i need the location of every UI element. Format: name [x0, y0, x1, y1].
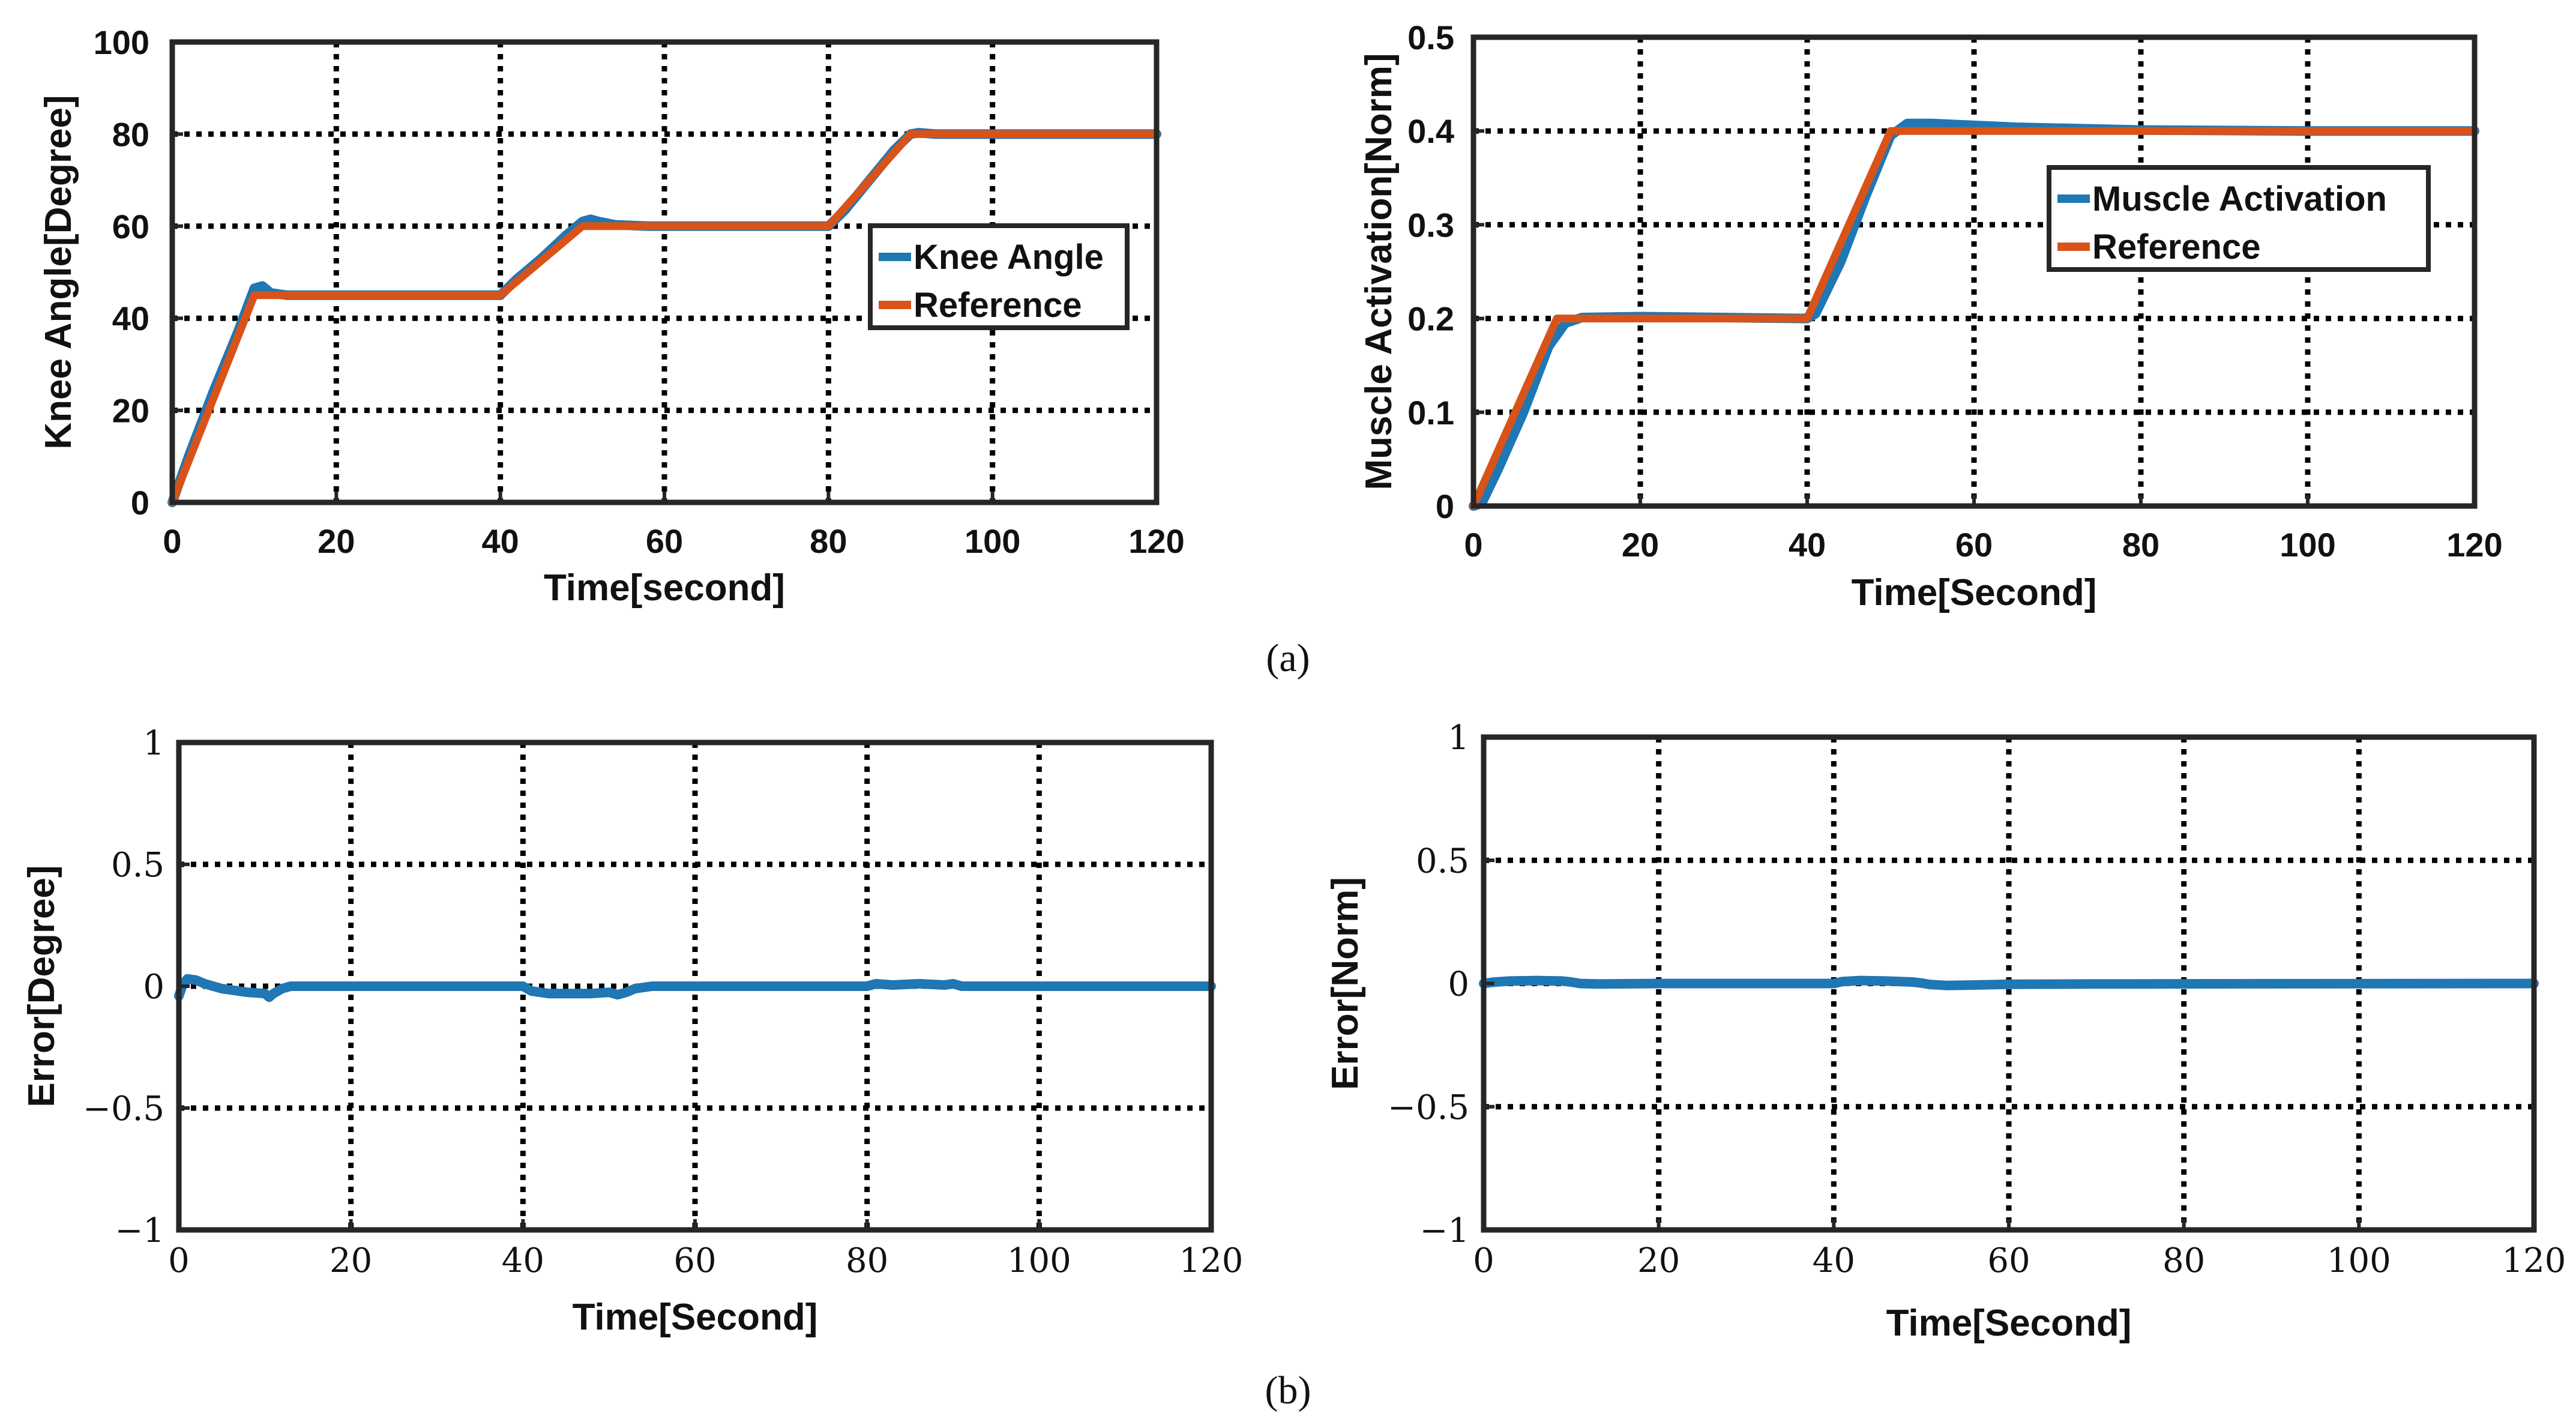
x-tick-label: 100: [964, 522, 1020, 560]
y-tick-label: −0.5: [83, 1089, 164, 1128]
x-tick-label: 40: [482, 522, 519, 560]
grid-lines: [1484, 737, 2534, 1230]
y-tick-label: 80: [112, 115, 149, 153]
x-tick-label: 60: [1955, 526, 1993, 564]
x-tick-label: 120: [1128, 522, 1184, 560]
x-tick-label: 20: [330, 1241, 372, 1280]
legend: Knee Angle Reference: [868, 223, 1130, 330]
x-tick-label: 20: [1637, 1241, 1680, 1280]
chart-muscle-activation: 0 20 40 60 80 100 120 0 0.1 0.2 0.3 0.4 0.5 Time[Seco…: [1358, 19, 2503, 613]
x-axis-label: Time[second]: [544, 567, 785, 609]
x-tick-label: 120: [1179, 1241, 1244, 1280]
y-tick-label: −1: [115, 1211, 164, 1250]
x-tick-label: 0: [1464, 526, 1482, 564]
x-tick-label: 100: [2327, 1241, 2391, 1280]
x-axis-label: Time[Second]: [1852, 572, 2097, 613]
series-line-reference: [168, 130, 1161, 507]
y-tick-label: 0.1: [1407, 394, 1454, 432]
y-axis-label: Error[Degree]: [21, 865, 62, 1107]
x-tick-label: 20: [317, 522, 355, 560]
x-tick-label: 60: [1987, 1241, 2030, 1280]
chart-error-degree: 0 20 40 60 80 100 120 −1 −0.5 0 0.5 1 Time[Second] Er…: [21, 724, 1243, 1338]
x-tick-label: 40: [1789, 526, 1826, 564]
y-tick-label: 20: [112, 392, 149, 430]
legend-label: Knee Angle: [913, 238, 1104, 277]
x-tick-label: 60: [673, 1241, 716, 1280]
x-tick-label: 80: [846, 1241, 888, 1280]
x-tick-label: 80: [2122, 526, 2159, 564]
series-line-measured: [174, 974, 1216, 1002]
y-tick-label: 0: [1436, 487, 1454, 525]
legend-box: [868, 223, 1130, 330]
x-tick-label: 120: [2502, 1241, 2566, 1280]
panel-label-b: (b): [1265, 1369, 1311, 1412]
x-axis-label: Time[Second]: [573, 1297, 818, 1338]
y-axis-label: Error[Norm]: [1325, 877, 1366, 1090]
y-tick-label: 0.3: [1407, 206, 1454, 244]
y-tick-label: −0.5: [1388, 1088, 1469, 1127]
chart-error-norm: 0 20 40 60 80 100 120 −1 −0.5 0 0.5 1 Time[Second] Er…: [1325, 719, 2566, 1344]
x-tick-label: 40: [502, 1241, 544, 1280]
y-tick-label: 100: [94, 23, 149, 61]
chart-knee-angle: 0 20 40 60 80 100 120 0 20 40 60 80 100 Time[second] K…: [38, 23, 1185, 609]
x-tick-label: 60: [646, 522, 683, 560]
legend-label: Muscle Activation: [2092, 179, 2387, 218]
x-tick-label: 80: [2162, 1241, 2205, 1280]
series-line-measured: [1479, 975, 2539, 990]
y-tick-label: 1: [143, 724, 164, 763]
legend-label: Reference: [2092, 227, 2260, 267]
x-tick-label: 80: [810, 522, 847, 560]
x-tick-label: 40: [1813, 1241, 1855, 1280]
x-tick-label: 100: [1007, 1241, 1071, 1280]
y-tick-label: 0: [1448, 965, 1469, 1004]
legend-box: [2047, 165, 2431, 272]
y-tick-label: 1: [1448, 719, 1469, 758]
y-axis-label: Muscle Activation[Norm]: [1358, 53, 1400, 490]
y-tick-label: 40: [112, 300, 149, 337]
y-tick-label: 0.5: [1416, 842, 1469, 881]
x-tick-label: 0: [163, 522, 181, 560]
x-tick-label: 120: [2446, 526, 2502, 564]
x-tick-label: 0: [1473, 1241, 1494, 1280]
legend-label: Reference: [913, 286, 1082, 325]
y-tick-label: 0.5: [1407, 19, 1454, 56]
legend: Muscle Activation Reference: [2047, 165, 2431, 272]
y-tick-label: 0.5: [111, 846, 164, 885]
x-tick-label: 0: [168, 1241, 190, 1280]
y-tick-label: 0.4: [1407, 112, 1454, 150]
y-tick-label: 0: [143, 968, 164, 1007]
y-tick-label: 60: [112, 208, 149, 246]
x-tick-label: 100: [2280, 526, 2335, 564]
x-tick-label: 20: [1622, 526, 1659, 564]
series-line-reference: [1469, 127, 2479, 510]
y-tick-label: 0: [131, 484, 149, 522]
y-tick-label: 0.2: [1407, 300, 1454, 338]
y-axis-label: Knee Angle[Degree]: [38, 95, 79, 449]
panel-label-a: (a): [1266, 636, 1310, 680]
y-tick-label: −1: [1419, 1211, 1469, 1250]
x-axis-label: Time[Second]: [1886, 1303, 2132, 1344]
